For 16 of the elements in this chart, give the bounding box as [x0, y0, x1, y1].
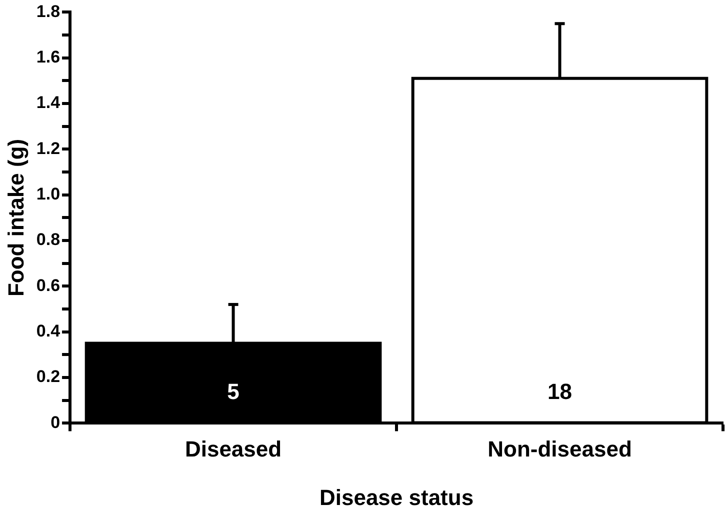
- y-tick-label: 0.4: [36, 322, 61, 341]
- y-tick-label: 1.4: [36, 93, 61, 112]
- y-tick-label: 0.2: [36, 367, 60, 386]
- y-axis-title: Food intake (g): [3, 138, 28, 297]
- x-tick-label: Diseased: [184, 436, 282, 462]
- x-axis-title: Disease status: [319, 484, 474, 510]
- y-tick-label: 0.8: [36, 230, 60, 250]
- annotation: 5: [227, 378, 240, 404]
- annotation: 18: [548, 378, 572, 404]
- y-tick-label: 0.6: [36, 276, 60, 295]
- x-tick-label: Non-diseased: [488, 436, 632, 462]
- y-tick-label: 0: [50, 412, 60, 432]
- y-tick-label: 1.6: [36, 48, 60, 67]
- y-tick-label: 1.0: [36, 184, 60, 204]
- y-tick-label: 1.8: [36, 2, 60, 21]
- y-tick-label: 1.2: [36, 138, 60, 158]
